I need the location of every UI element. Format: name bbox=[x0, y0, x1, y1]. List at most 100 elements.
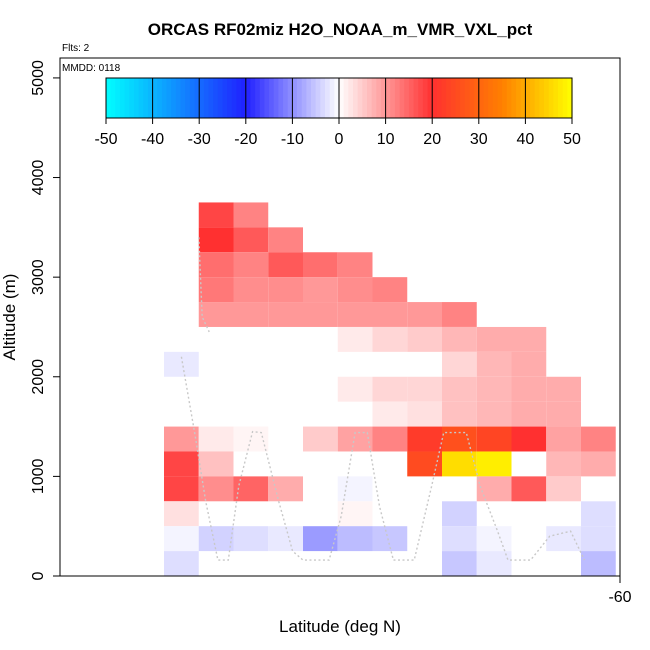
flight-track-upper-line bbox=[198, 237, 210, 333]
colorbar-segment bbox=[422, 78, 429, 118]
colorbar-segment bbox=[161, 78, 168, 118]
heatmap-cell bbox=[581, 526, 616, 552]
heatmap-cell bbox=[372, 376, 408, 402]
heatmap-cell bbox=[268, 252, 303, 278]
heatmap-cell bbox=[198, 302, 234, 327]
colorbar-segment bbox=[534, 78, 540, 118]
heatmap-cell bbox=[337, 302, 373, 327]
colorbar-tick-label: 50 bbox=[563, 131, 581, 148]
colorbar-tick-label: -20 bbox=[234, 131, 257, 148]
chart-title: ORCAS RF02miz H2O_NOAA_m_VMR_VXL_pct bbox=[148, 20, 533, 39]
colorbar-segment bbox=[432, 78, 438, 118]
colorbar-segment bbox=[390, 78, 396, 118]
heatmap-cell bbox=[303, 302, 338, 327]
colorbar-segment bbox=[497, 78, 503, 118]
colorbar-segment bbox=[138, 78, 144, 118]
colorbar-segment bbox=[241, 78, 247, 118]
colorbar-segment bbox=[483, 78, 489, 118]
colorbar-segment bbox=[264, 78, 270, 118]
colorbar-tick-label: 10 bbox=[377, 131, 395, 148]
heatmap-cell bbox=[442, 326, 477, 352]
heatmap-cell bbox=[337, 526, 373, 552]
heatmap-cells bbox=[164, 202, 616, 576]
x-axis-title: Latitude (deg N) bbox=[279, 617, 401, 636]
colorbar-segment bbox=[171, 78, 177, 118]
heatmap-cell bbox=[511, 476, 547, 502]
heatmap-cell bbox=[337, 426, 373, 452]
heatmap-cell bbox=[476, 451, 512, 477]
colorbar-segment bbox=[478, 78, 485, 118]
colorbar-segment bbox=[558, 78, 564, 118]
colorbar-segment bbox=[492, 78, 499, 118]
colorbar-segment bbox=[110, 78, 116, 118]
heatmap-cell bbox=[476, 326, 512, 352]
heatmap-cell bbox=[337, 326, 373, 352]
colorbar-segment bbox=[520, 78, 526, 118]
heatmap-cell bbox=[546, 401, 581, 427]
heatmap-cell bbox=[476, 376, 512, 402]
colorbar-segment bbox=[460, 78, 466, 118]
colorbar-tick-label: 40 bbox=[517, 131, 535, 148]
colorbar-segment bbox=[287, 78, 293, 118]
heatmap-cell bbox=[407, 401, 442, 427]
heatmap-cell bbox=[372, 401, 408, 427]
colorbar-segment bbox=[180, 78, 186, 118]
colorbar-segment bbox=[511, 78, 517, 118]
flight-track-line bbox=[180, 356, 586, 561]
colorbar-segment bbox=[259, 78, 266, 118]
colorbar-tick-label: 20 bbox=[423, 131, 441, 148]
heatmap-cell bbox=[233, 426, 269, 452]
flights-note: Flts: 2 bbox=[62, 43, 90, 54]
heatmap-cell bbox=[581, 501, 616, 527]
colorbar-segment bbox=[208, 78, 214, 118]
colorbar-segment bbox=[269, 78, 275, 118]
colorbar-segment bbox=[297, 78, 303, 118]
colorbar-segment bbox=[124, 78, 130, 118]
colorbar-segment bbox=[175, 78, 182, 118]
heatmap-cell bbox=[442, 501, 477, 527]
colorbar-segment bbox=[562, 78, 568, 118]
colorbar-segment bbox=[464, 78, 471, 118]
colorbar-segment bbox=[436, 78, 443, 118]
heatmap-cell bbox=[511, 376, 547, 402]
y-tick-label: 5000 bbox=[30, 60, 47, 96]
colorbar-segment bbox=[273, 78, 280, 118]
colorbar-segment bbox=[404, 78, 410, 118]
colorbar-segment bbox=[320, 78, 326, 118]
colorbar-tick-label: -10 bbox=[281, 131, 304, 148]
heatmap-cell bbox=[581, 551, 616, 576]
y-tick-label: 1000 bbox=[30, 458, 47, 494]
colorbar-tick-label: -50 bbox=[94, 131, 117, 148]
heatmap-cell bbox=[442, 302, 477, 327]
heatmap-cell bbox=[337, 376, 373, 402]
heatmap-cell bbox=[198, 277, 234, 303]
colorbar-tick-label: 30 bbox=[470, 131, 488, 148]
colorbar-segment bbox=[539, 78, 545, 118]
colorbar-segment bbox=[474, 78, 480, 118]
colorbar-segment bbox=[329, 78, 335, 118]
heatmap-cell bbox=[372, 326, 408, 352]
heatmap-cell bbox=[233, 302, 269, 327]
heatmap-cell bbox=[511, 326, 547, 352]
heatmap-cell bbox=[407, 376, 442, 402]
heatmap-cell bbox=[476, 401, 512, 427]
heatmap-cell bbox=[407, 451, 442, 477]
colorbar-tick-label: 0 bbox=[335, 131, 344, 148]
heatmap-cell bbox=[198, 426, 234, 452]
heatmap-cell bbox=[442, 426, 477, 452]
heatmap-cell bbox=[442, 451, 477, 477]
heatmap-cell bbox=[198, 526, 234, 552]
heatmap-cell bbox=[233, 476, 269, 502]
colorbar-segment bbox=[427, 78, 433, 118]
heatmap-cell bbox=[372, 526, 408, 552]
colorbar-segment bbox=[418, 78, 424, 118]
heatmap-cell bbox=[581, 451, 616, 477]
heatmap-cell bbox=[337, 277, 373, 303]
colorbar-segment bbox=[553, 78, 559, 118]
flight-track bbox=[180, 237, 586, 561]
heatmap-cell bbox=[233, 227, 269, 253]
colorbar-segment bbox=[227, 78, 233, 118]
heatmap-cell bbox=[581, 426, 616, 452]
colorbar-segment bbox=[194, 78, 200, 118]
colorbar-segment bbox=[236, 78, 242, 118]
